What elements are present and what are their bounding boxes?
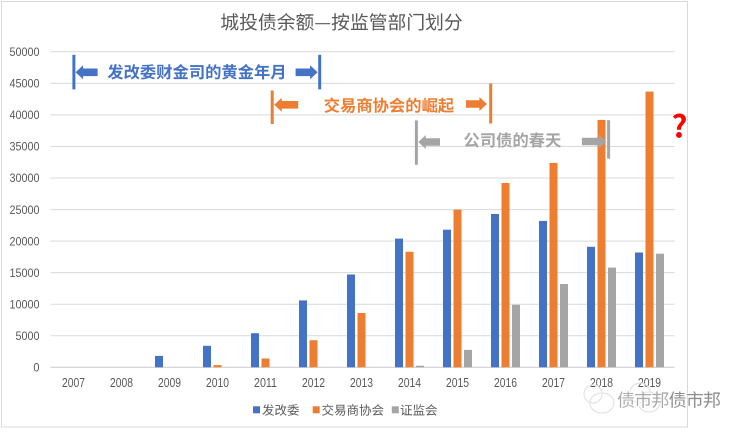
svg-text:45000: 45000 — [10, 79, 40, 91]
svg-text:15000: 15000 — [10, 268, 40, 280]
svg-text:25000: 25000 — [10, 205, 40, 217]
svg-text:2014: 2014 — [398, 375, 421, 390]
svg-text:2009: 2009 — [158, 375, 181, 390]
svg-text:2011: 2011 — [254, 375, 277, 390]
svg-text:50000: 50000 — [10, 47, 40, 59]
svg-text:2013: 2013 — [350, 375, 373, 390]
svg-text:40000: 40000 — [10, 110, 40, 122]
svg-text:2019: 2019 — [638, 375, 661, 390]
svg-text:2016: 2016 — [494, 375, 517, 390]
svg-text:0: 0 — [33, 363, 39, 375]
svg-text:20000: 20000 — [10, 236, 40, 248]
svg-text:10000: 10000 — [10, 299, 40, 311]
svg-text:2017: 2017 — [542, 375, 565, 390]
svg-text:35000: 35000 — [10, 142, 40, 154]
svg-text:2010: 2010 — [206, 375, 229, 390]
svg-text:5000: 5000 — [16, 331, 40, 343]
svg-text:2018: 2018 — [590, 375, 613, 390]
svg-text:30000: 30000 — [10, 173, 40, 185]
svg-text:2008: 2008 — [110, 375, 133, 390]
svg-text:2012: 2012 — [302, 375, 325, 390]
svg-text:2007: 2007 — [62, 375, 85, 390]
svg-text:2015: 2015 — [446, 375, 469, 390]
